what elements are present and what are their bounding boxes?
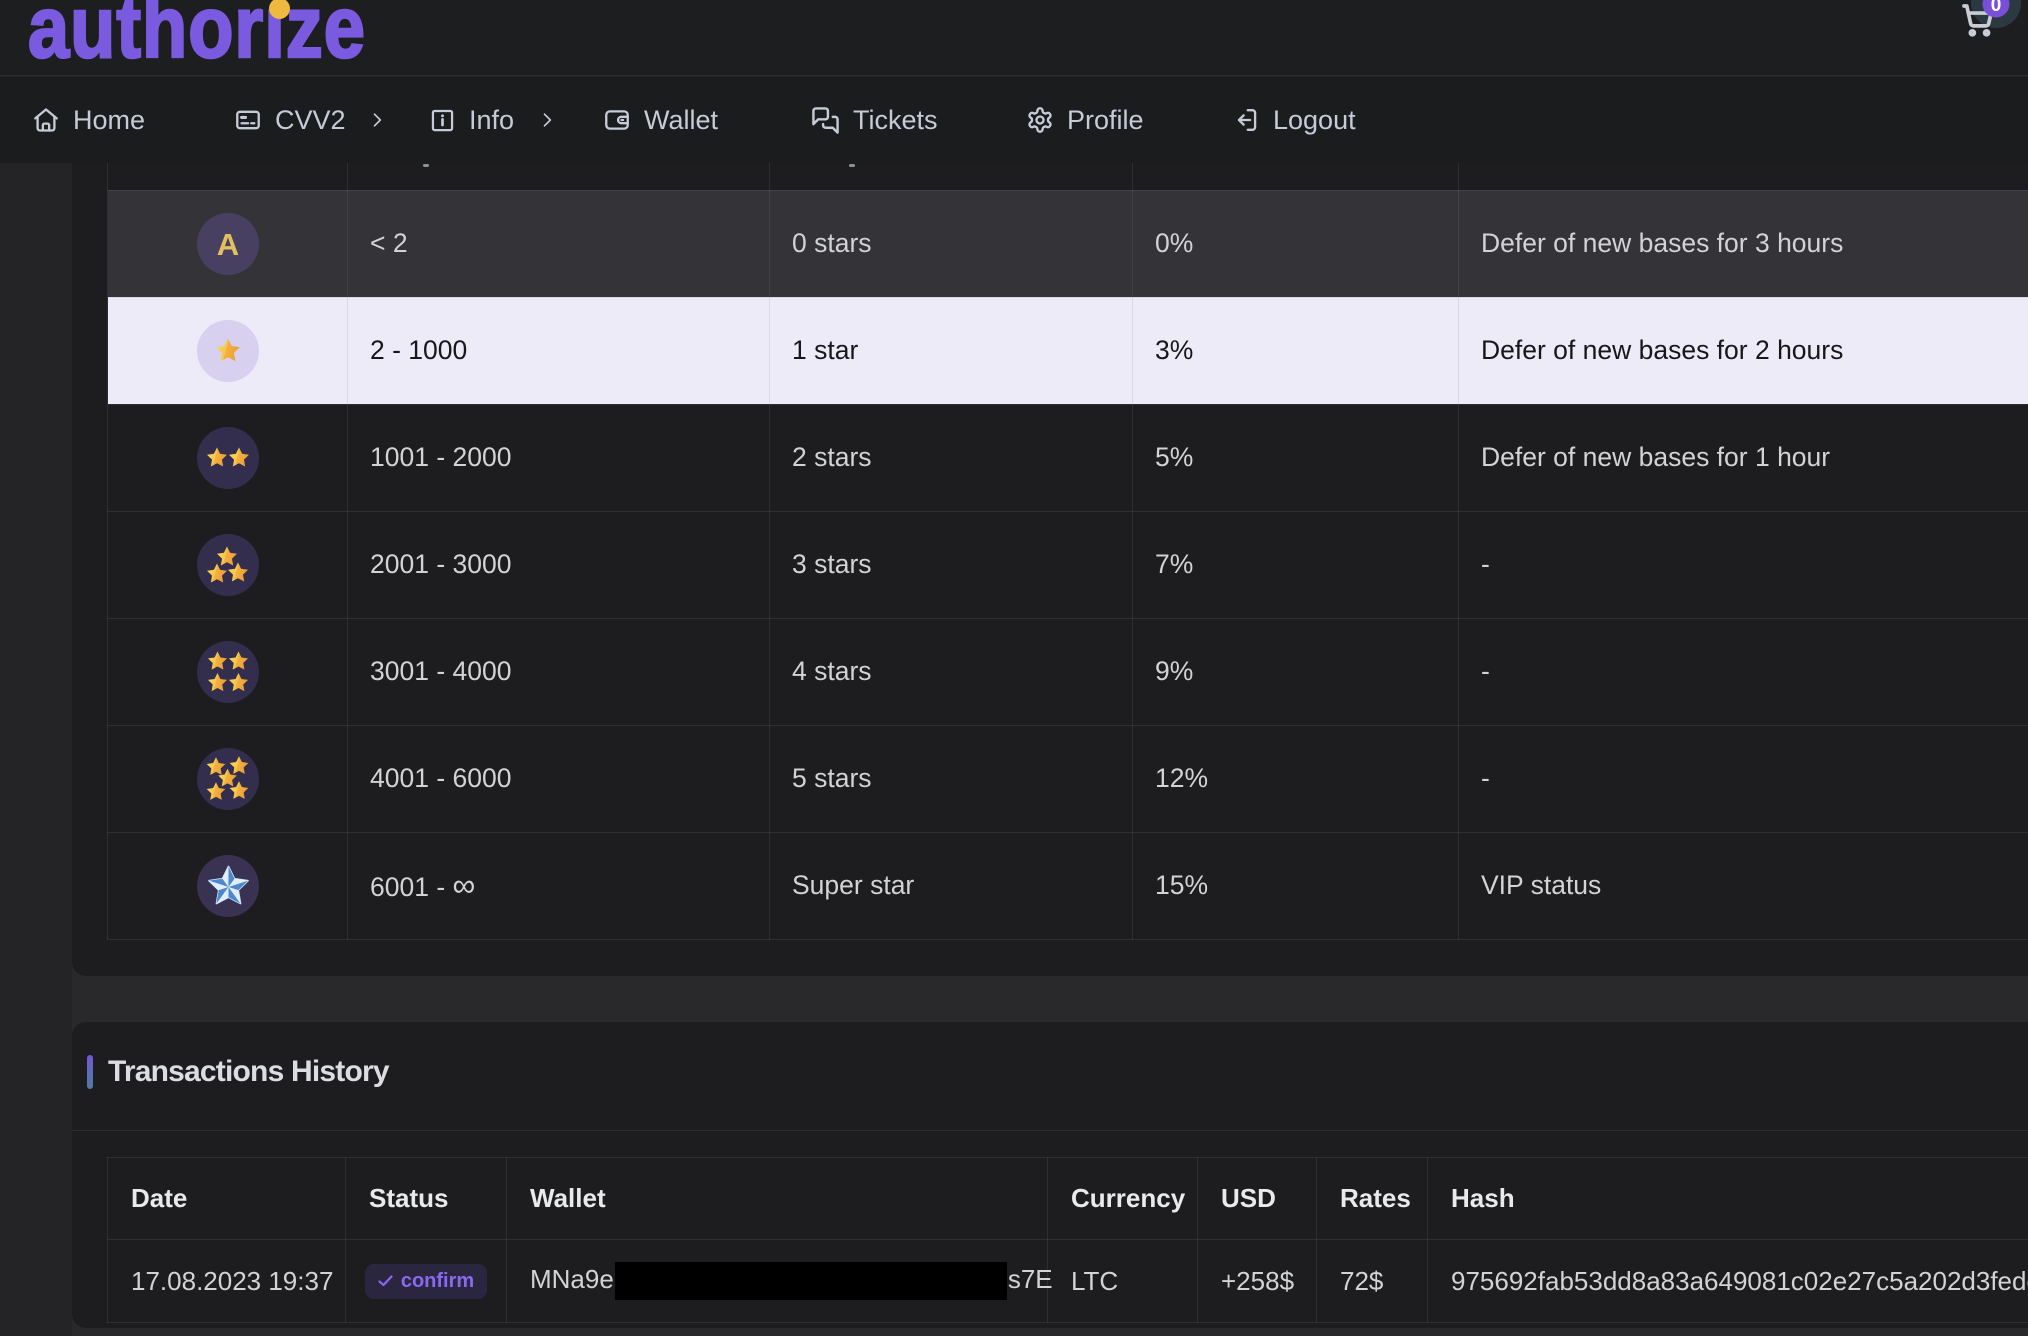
svg-text:A: A <box>216 227 238 262</box>
svg-text:0: 0 <box>1991 0 2002 16</box>
